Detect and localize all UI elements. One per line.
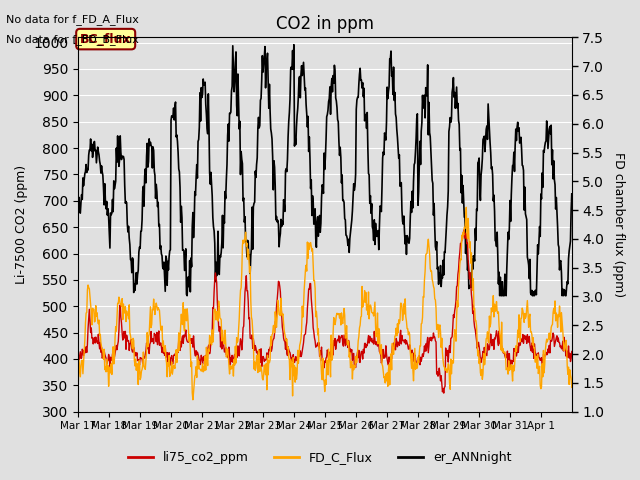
- Y-axis label: Li-7500 CO2 (ppm): Li-7500 CO2 (ppm): [15, 165, 28, 284]
- Legend: li75_co2_ppm, FD_C_Flux, er_ANNnight: li75_co2_ppm, FD_C_Flux, er_ANNnight: [124, 446, 516, 469]
- Text: No data for f_FD_A_Flux: No data for f_FD_A_Flux: [6, 14, 140, 25]
- Text: No data for f_FD_B_Flux: No data for f_FD_B_Flux: [6, 34, 140, 45]
- Title: CO2 in ppm: CO2 in ppm: [276, 15, 374, 33]
- Text: BC_flux: BC_flux: [80, 33, 131, 46]
- Y-axis label: FD chamber flux (ppm): FD chamber flux (ppm): [612, 152, 625, 297]
